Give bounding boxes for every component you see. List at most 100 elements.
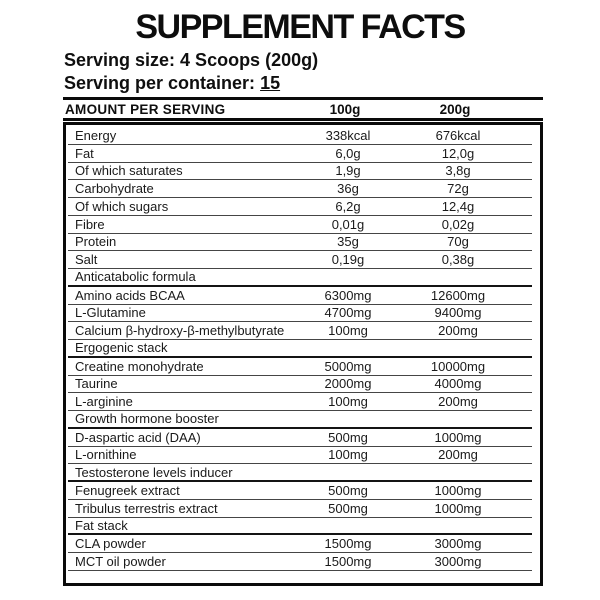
amount-per-serving-header: AMOUNT PER SERVING <box>65 101 226 117</box>
row-value-100g: 35g <box>337 234 359 250</box>
row-value-200g: 4000mg <box>434 376 482 392</box>
row-label: CLA powder <box>75 536 146 552</box>
row-value-100g: 1500mg <box>324 553 372 569</box>
row-label: L-Glutamine <box>75 305 146 321</box>
section-header-row: Fat stack <box>68 518 532 536</box>
serving-size-label: Serving size: <box>64 50 176 70</box>
row-value-100g: 338kcal <box>325 127 371 143</box>
table-header-row: AMOUNT PER SERVING 100g 200g <box>63 100 543 118</box>
table-row: Carbohydrate 36g 72g <box>68 180 532 198</box>
serving-size-line: Serving size: 4 Scoops (200g) <box>64 49 600 72</box>
row-value-100g: 4700mg <box>324 305 372 321</box>
row-label: Carbohydrate <box>75 181 154 197</box>
table-row: Taurine 2000mg 4000mg <box>68 376 532 394</box>
row-value-200g: 200mg <box>438 394 478 410</box>
table-row: D-aspartic acid (DAA) 500mg 1000mg <box>68 429 532 447</box>
row-label: Growth hormone booster <box>75 411 219 427</box>
row-value-100g: 100mg <box>328 323 368 339</box>
table-row: Calcium β-hydroxy-β-methylbutyrate 100mg 2… <box>68 322 532 340</box>
table-row: CLA powder 1500mg 3000mg <box>68 535 532 553</box>
row-label: Taurine <box>75 376 118 392</box>
row-value-200g: 676kcal <box>435 127 481 143</box>
section-header-row: Testosterone levels inducer <box>68 464 532 482</box>
table-row: Energy 338kcal 676kcal <box>68 127 532 145</box>
row-label: D-aspartic acid (DAA) <box>75 429 201 445</box>
row-label: Testosterone levels inducer <box>75 464 233 480</box>
serving-size-value: 4 Scoops (200g) <box>180 50 319 70</box>
servings-per-container-line: Serving per container: 15 <box>64 72 600 95</box>
row-value-200g: 1000mg <box>434 500 482 516</box>
row-value-200g: 3000mg <box>434 553 482 569</box>
row-value-100g: 6300mg <box>324 287 372 303</box>
row-label: Amino acids BCAA <box>75 287 185 303</box>
section-header-row: Growth hormone booster <box>68 411 532 429</box>
row-value-100g: 100mg <box>328 394 368 410</box>
row-value-100g: 100mg <box>328 447 368 463</box>
row-label: Ergogenic stack <box>75 340 168 356</box>
table-row: Fat 6,0g 12,0g <box>68 145 532 163</box>
row-value-100g: 500mg <box>328 500 368 516</box>
row-label: Protein <box>75 234 117 250</box>
table-row: L-Glutamine 4700mg 9400mg <box>68 305 532 323</box>
row-label: L-ornithine <box>75 447 137 463</box>
row-value-200g: 3000mg <box>434 536 482 552</box>
row-value-100g: 6,0g <box>335 145 361 161</box>
row-value-200g: 0,02g <box>441 216 475 232</box>
section-header-row: Ergogenic stack <box>68 340 532 358</box>
row-value-200g: 70g <box>447 234 469 250</box>
servings-per-container-value: 15 <box>260 73 281 93</box>
row-value-100g: 500mg <box>328 482 368 498</box>
row-value-200g: 72g <box>447 181 469 197</box>
row-value-100g: 5000mg <box>324 358 372 374</box>
table-row: Tribulus terrestris extract 500mg 1000mg <box>68 500 532 518</box>
table-row: L-arginine 100mg 200mg <box>68 393 532 411</box>
row-value-100g: 0,19g <box>331 252 365 268</box>
table-row: Creatine monohydrate 5000mg 10000mg <box>68 358 532 376</box>
row-value-100g: 2000mg <box>324 376 372 392</box>
row-label: Anticatabolic formula <box>75 269 196 285</box>
header-bottom-rule <box>63 118 543 121</box>
row-value-200g: 10000mg <box>430 358 486 374</box>
row-value-200g: 3,8g <box>445 163 471 179</box>
row-value-100g: 1,9g <box>335 163 361 179</box>
row-label: Tribulus terrestris extract <box>75 500 218 516</box>
row-label: Salt <box>75 252 98 268</box>
row-label: Fibre <box>75 216 105 232</box>
row-value-100g: 0,01g <box>331 216 365 232</box>
table-row: Of which saturates 1,9g 3,8g <box>68 163 532 181</box>
column-header-100g: 100g <box>329 101 361 117</box>
facts-table: Energy 338kcal 676kcal Fat 6,0g 12,0g Of which… <box>63 122 543 586</box>
servings-per-container-label: Serving per container: <box>64 73 256 93</box>
row-value-100g: 500mg <box>328 429 368 445</box>
row-value-200g: 0,38g <box>441 252 475 268</box>
section-header-row: Anticatabolic formula <box>68 269 532 287</box>
row-value-200g: 200mg <box>438 447 478 463</box>
table-row: Protein 35g 70g <box>68 234 532 252</box>
row-value-100g: 1500mg <box>324 536 372 552</box>
table-row: Of which sugars 6,2g 12,4g <box>68 198 532 216</box>
row-value-100g: 6,2g <box>335 198 361 214</box>
table-row: Amino acids BCAA 6300mg 12600mg <box>68 287 532 305</box>
row-value-200g: 1000mg <box>434 482 482 498</box>
row-label: Energy <box>75 127 117 143</box>
row-value-200g: 12,0g <box>441 145 475 161</box>
row-value-200g: 200mg <box>438 323 478 339</box>
row-value-200g: 1000mg <box>434 429 482 445</box>
table-row: Fibre 0,01g 0,02g <box>68 216 532 234</box>
table-row: MCT oil powder 1500mg 3000mg <box>68 553 532 571</box>
header-top-rule <box>63 97 543 100</box>
row-label: MCT oil powder <box>75 553 166 569</box>
supplement-facts-label: SUPPLEMENT FACTS Serving size: 4 Scoops (… <box>0 9 600 600</box>
page-title: SUPPLEMENT FACTS <box>135 8 466 46</box>
row-label: Of which saturates <box>75 163 183 179</box>
row-label: Fenugreek extract <box>75 482 180 498</box>
row-value-200g: 12600mg <box>430 287 486 303</box>
table-row: L-ornithine 100mg 200mg <box>68 447 532 465</box>
row-label: L-arginine <box>75 394 133 410</box>
row-label: Fat stack <box>75 517 128 533</box>
row-label: Of which sugars <box>75 198 169 214</box>
row-value-200g: 12,4g <box>441 198 475 214</box>
row-label: Calcium β-hydroxy-β-methylbutyrate <box>75 323 285 339</box>
row-label: Fat <box>75 145 94 161</box>
serving-info: Serving size: 4 Scoops (200g) Serving per… <box>64 49 600 95</box>
